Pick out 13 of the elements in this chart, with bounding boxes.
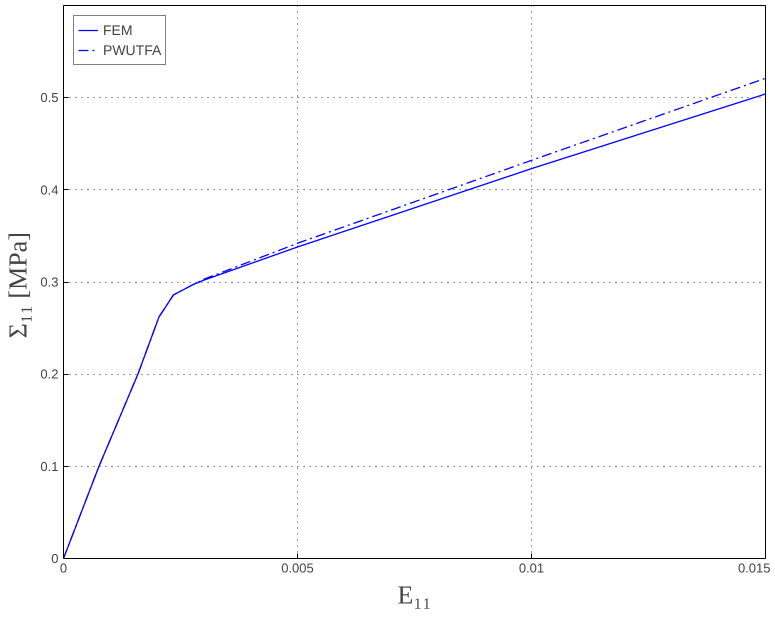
y-tick-label: 0.3 [40,274,59,290]
y-tick-label: 0.2 [40,366,59,382]
legend-label: PWUTFA [103,42,162,58]
y-tick-label: 0 [51,551,59,566]
y-tick-label: 0.4 [40,182,59,198]
x-tick-label: 0.005 [281,560,314,576]
x-tick-label: 0.01 [518,560,544,576]
legend-label: FEM [103,22,133,38]
y-tick-label: 0.1 [40,458,59,474]
y-axis-title: Σ₁₁ [MPa] [3,232,32,338]
y-tick-label: 0.5 [40,90,59,106]
x-tick-label: 0.015 [738,560,771,576]
x-axis-title: E₁₁ [397,580,432,610]
